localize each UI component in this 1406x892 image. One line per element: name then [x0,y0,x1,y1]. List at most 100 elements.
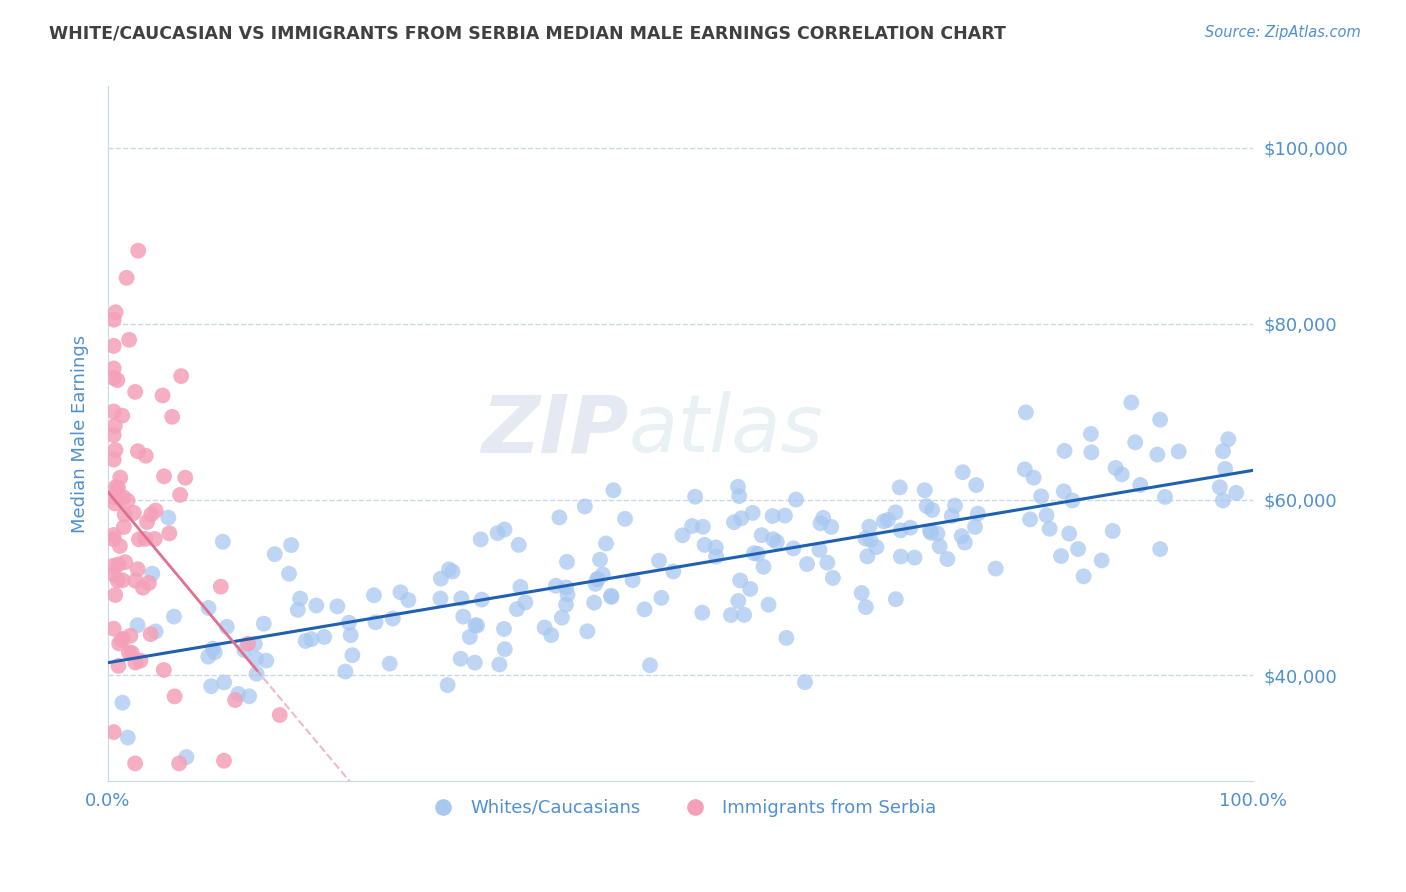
Point [363,588,385,602]
Point [592,567,614,582]
Point [169,488,191,502]
Point [107,558,129,572]
Point [533,620,555,634]
Point [104,418,127,433]
Point [135,449,157,463]
Point [943,499,966,513]
Point [574,500,596,514]
Point [127,618,149,632]
Point [238,690,260,704]
Point [215,620,238,634]
Point [1167,444,1189,458]
Point [111,632,134,646]
Point [1035,508,1057,523]
Point [197,601,219,615]
Point [509,580,531,594]
Point [758,598,780,612]
Point [105,373,128,387]
Point [326,599,349,614]
Point [112,490,135,504]
Point [107,574,129,588]
Point [918,524,941,538]
Point [1209,480,1232,494]
Point [638,658,661,673]
Point [728,489,751,503]
Point [120,629,142,643]
Point [269,708,291,723]
Point [1129,478,1152,492]
Point [465,618,488,632]
Point [576,624,599,639]
Point [163,690,186,704]
Point [583,596,606,610]
Point [1212,444,1234,458]
Point [1057,526,1080,541]
Point [720,607,742,622]
Point [1014,462,1036,476]
Point [794,675,817,690]
Point [453,609,475,624]
Point [815,556,838,570]
Point [287,603,309,617]
Point [820,520,842,534]
Point [984,561,1007,575]
Point [855,600,877,615]
Point [111,696,134,710]
Point [141,566,163,581]
Point [494,642,516,657]
Point [585,576,607,591]
Point [103,528,125,542]
Point [103,532,125,546]
Point [796,557,818,571]
Point [785,492,807,507]
Point [671,528,693,542]
Point [200,679,222,693]
Point [1050,549,1073,563]
Point [305,599,328,613]
Point [693,538,716,552]
Point [733,607,755,622]
Point [299,632,322,647]
Point [103,452,125,467]
Point [555,598,578,612]
Point [773,508,796,523]
Text: ZIP: ZIP [481,392,628,469]
Point [103,491,125,505]
Point [1225,486,1247,500]
Point [103,558,125,573]
Point [548,510,571,524]
Point [766,534,789,549]
Point [128,533,150,547]
Point [723,515,745,529]
Point [586,572,609,586]
Point [441,565,464,579]
Point [115,270,138,285]
Point [111,409,134,423]
Point [103,622,125,636]
Point [118,645,141,659]
Point [464,656,486,670]
Point [492,622,515,636]
Point [941,508,963,523]
Point [103,404,125,418]
Point [107,658,129,673]
Point [364,615,387,630]
Point [153,469,176,483]
Point [1073,569,1095,583]
Point [236,637,259,651]
Point [141,508,163,522]
Point [104,305,127,319]
Point [170,369,193,384]
Point [103,361,125,376]
Point [898,521,921,535]
Point [1039,522,1062,536]
Point [890,524,912,538]
Point [112,520,135,534]
Point [138,576,160,591]
Point [124,574,146,588]
Point [865,540,887,554]
Point [540,628,562,642]
Point [853,532,876,546]
Point [600,590,623,604]
Point [740,582,762,596]
